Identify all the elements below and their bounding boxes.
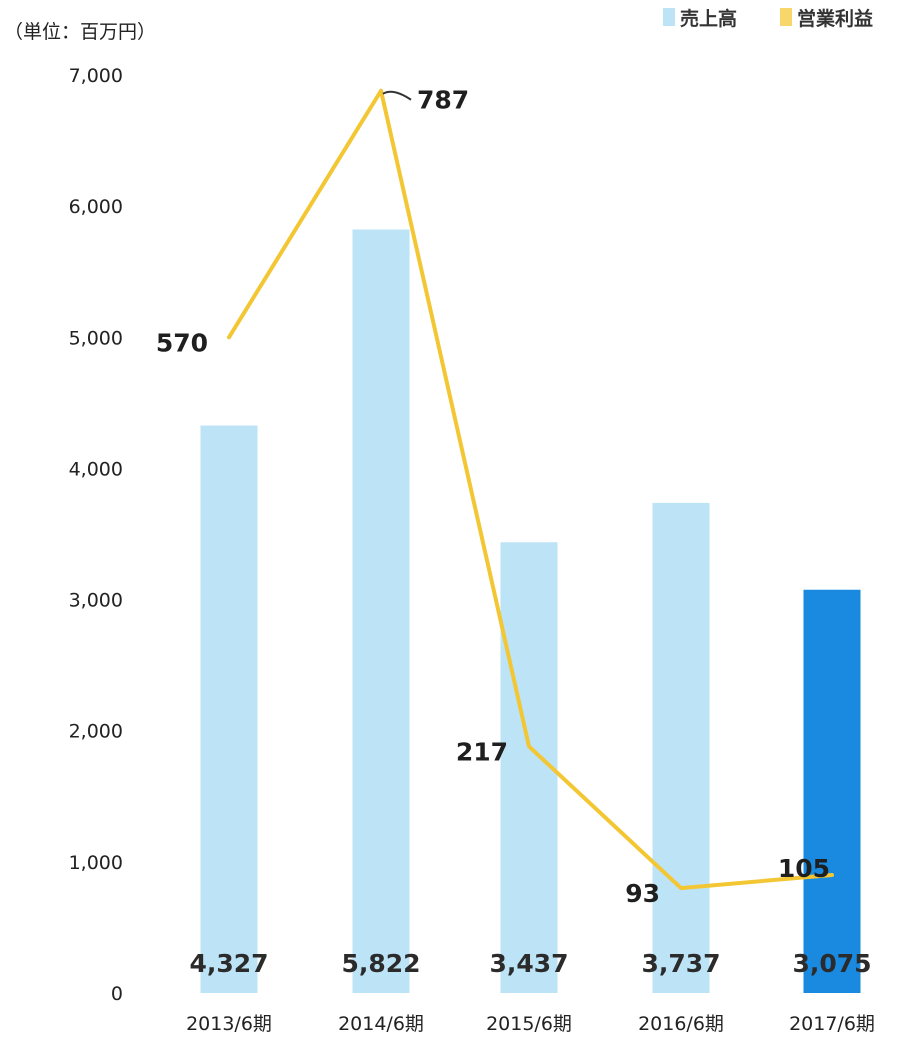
line-value-labels: 570 787 217 93 105 <box>156 86 830 908</box>
x-axis: 2013/6期 2014/6期 2015/6期 2016/6期 2017/6期 <box>186 1013 875 1035</box>
x-tick-label: 2017/6期 <box>789 1013 875 1035</box>
y-tick-label: 0 <box>111 983 123 1005</box>
unit-label: （単位：百万円） <box>4 21 156 43</box>
bar-value-label: 5,822 <box>341 949 420 978</box>
bar <box>652 502 710 993</box>
line-value-label: 787 <box>417 86 469 115</box>
x-tick-label: 2014/6期 <box>338 1013 424 1035</box>
bar-value-label: 3,437 <box>489 949 568 978</box>
y-tick-label: 1,000 <box>69 852 123 874</box>
y-tick-label: 5,000 <box>69 327 123 349</box>
bar-value-label: 3,075 <box>792 949 871 978</box>
y-tick-label: 6,000 <box>69 196 123 218</box>
bar <box>803 589 861 993</box>
bar <box>200 425 258 993</box>
legend-label-operating-profit: 営業利益 <box>797 7 873 30</box>
bar <box>500 542 558 993</box>
x-tick-label: 2013/6期 <box>186 1013 272 1035</box>
peak-leader-line <box>382 90 412 101</box>
y-tick-label: 7,000 <box>69 65 123 87</box>
y-tick-label: 3,000 <box>69 590 123 612</box>
line-value-label: 93 <box>625 879 660 908</box>
x-tick-label: 2016/6期 <box>638 1013 724 1035</box>
bar-value-label: 3,737 <box>641 949 720 978</box>
legend-label-sales: 売上高 <box>680 7 737 30</box>
legend: 売上高 営業利益 <box>663 7 873 30</box>
line-value-label: 217 <box>456 737 508 766</box>
line-path <box>227 88 834 891</box>
x-tick-label: 2015/6期 <box>486 1013 572 1035</box>
y-axis: 0 1,000 2,000 3,000 4,000 5,000 6,000 7,000 <box>69 65 123 1005</box>
legend-swatch-sales <box>663 8 675 26</box>
y-tick-label: 2,000 <box>69 721 123 743</box>
line-value-label: 105 <box>778 854 830 883</box>
bar-value-labels: 4,327 5,822 3,437 3,737 3,075 <box>189 949 871 978</box>
bar-value-label: 4,327 <box>189 949 268 978</box>
bar <box>352 229 410 994</box>
legend-swatch-operating-profit <box>780 8 792 26</box>
bar-series <box>200 229 861 994</box>
line-series <box>227 88 834 891</box>
y-tick-label: 4,000 <box>69 458 123 480</box>
line-value-label: 570 <box>156 328 208 357</box>
